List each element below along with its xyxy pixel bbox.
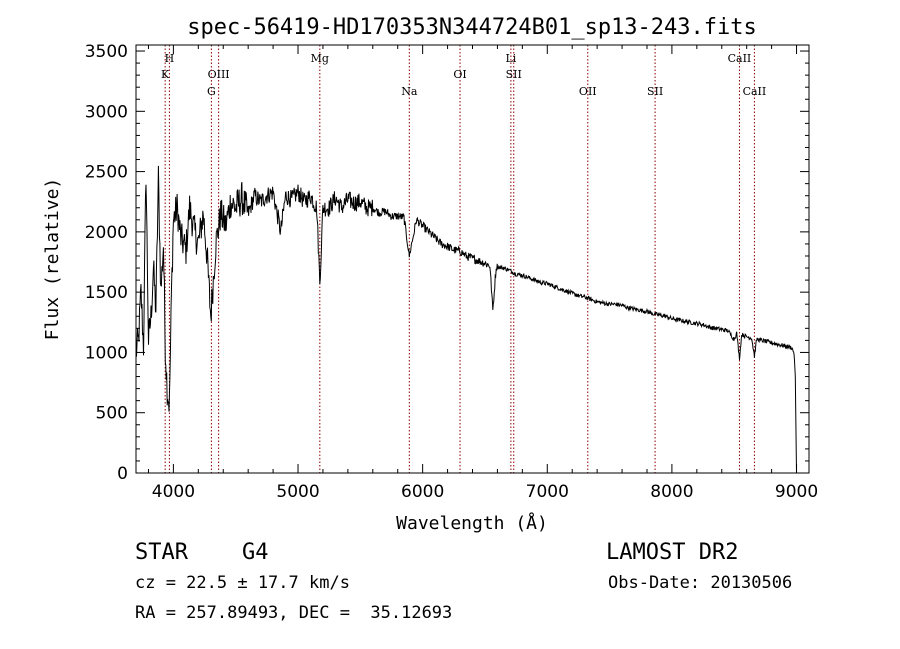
spectral-line-markers: HK OIII G Mg Na OI Li SII OII SII CaII CaII [161, 45, 766, 473]
y-tick-label: 3500 [85, 42, 128, 62]
spectrum-line-group [135, 165, 797, 474]
plot-frame [135, 44, 810, 474]
y-tick-label: 1500 [85, 283, 128, 303]
line-marker-label: SII [506, 68, 522, 81]
spectrum-chart: spec-56419-HD170353N344724B01_sp13-243.f… [42, 15, 818, 534]
y-tick-label: 2500 [85, 163, 128, 183]
line-marker-label: SII [647, 85, 663, 98]
spectrum-line [135, 165, 797, 474]
survey-name: LAMOST DR2 [606, 540, 739, 565]
x-tick-label: 7000 [526, 482, 569, 502]
line-marker-label: G [207, 85, 216, 98]
line-marker-label: OII [579, 85, 597, 98]
line-marker-label: H [165, 52, 175, 65]
x-tick-label: 4000 [152, 482, 195, 502]
x-axis-label: Wavelength (Å) [396, 512, 548, 534]
line-marker-label: Mg [311, 52, 329, 65]
x-tick-label: 8000 [650, 482, 693, 502]
y-axis-label: Flux (relative) [42, 178, 63, 341]
line-marker-label: Li [505, 52, 516, 65]
y-axis: 0 500 1000 1500 2000 2500 3000 3500 [85, 42, 809, 484]
obs-date-line: Obs-Date: 20130506 [608, 573, 793, 593]
x-tick-label: 6000 [401, 482, 444, 502]
line-marker-label: OI [453, 68, 466, 81]
redshift-line: cz = 22.5 ± 17.7 km/s [135, 573, 350, 593]
y-tick-label: 0 [117, 464, 128, 484]
x-tick-label: 5000 [276, 482, 319, 502]
y-tick-label: 3000 [85, 102, 128, 122]
line-marker-label: CaII [743, 85, 767, 98]
coordinates-line: RA = 257.89493, DEC = 35.12693 [135, 603, 453, 623]
chart-title: spec-56419-HD170353N344724B01_sp13-243.f… [187, 15, 757, 40]
y-tick-label: 500 [96, 404, 128, 424]
x-axis: 4000 5000 6000 7000 8000 9000 [147, 45, 818, 502]
line-marker-label: OIII [208, 68, 230, 81]
object-subclass: G4 [242, 540, 269, 565]
y-tick-label: 1000 [85, 343, 128, 363]
line-marker-label: CaII [728, 52, 752, 65]
x-tick-label: 9000 [775, 482, 818, 502]
y-tick-label: 2000 [85, 223, 128, 243]
line-marker-label: Na [401, 85, 418, 98]
line-marker-label: K [161, 68, 170, 81]
object-class: STAR [135, 540, 188, 565]
